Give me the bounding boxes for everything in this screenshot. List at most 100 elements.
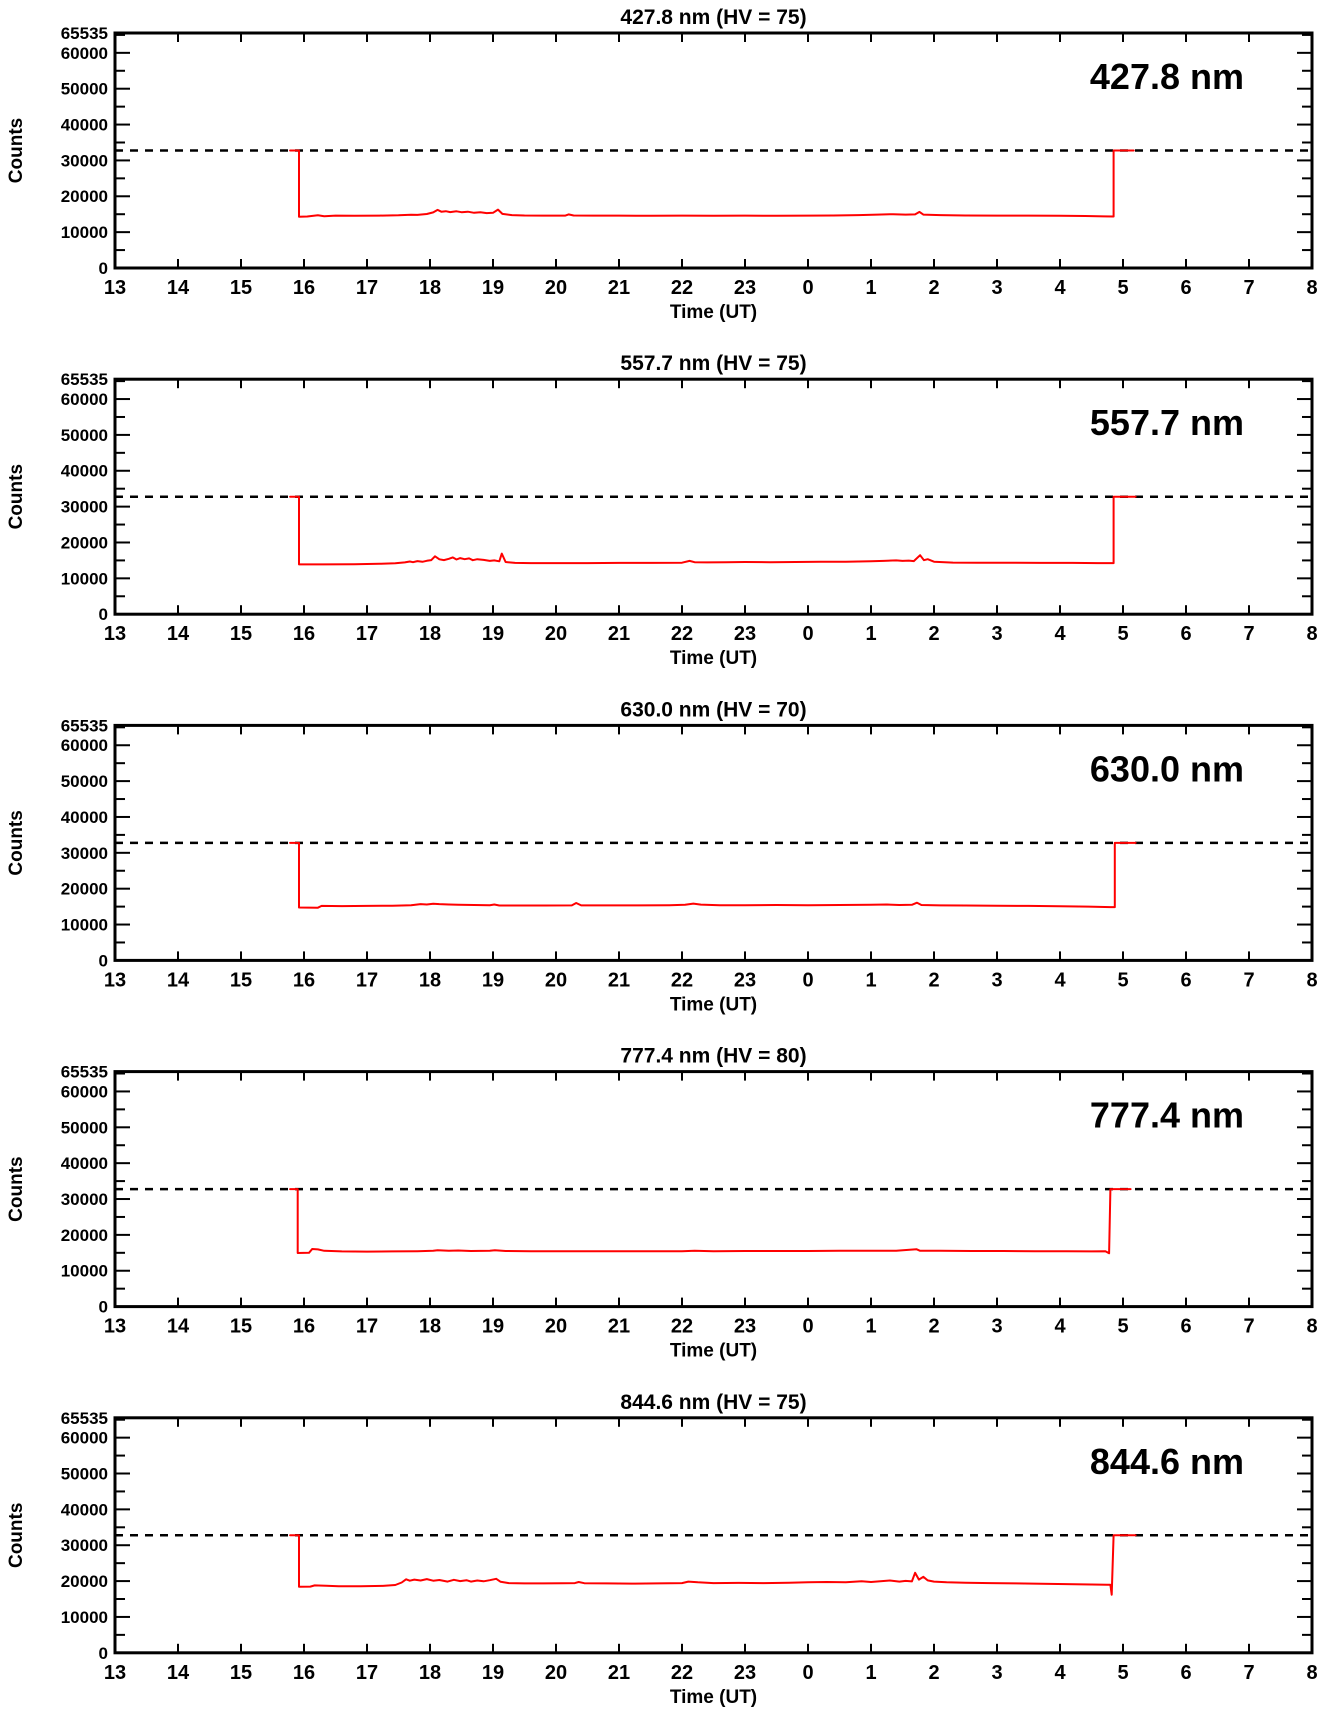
wavelength-label: 427.8 nm [1090,56,1244,97]
y-tick-label: 40000 [61,808,108,827]
x-tick-label: 14 [167,623,190,645]
x-tick-label: 17 [356,1662,378,1684]
chart-panel-557.7-nm: 557.7 nm (HV = 75) 557.7 nm Counts Time (UT… [6,352,1318,669]
x-tick-label: 5 [1117,623,1128,645]
x-tick-label: 7 [1243,277,1254,299]
x-tick-label: 14 [167,969,190,991]
x-tick-label: 21 [608,623,630,645]
x-tick-label: 20 [545,1316,567,1338]
y-tick-label: 10000 [61,1262,108,1281]
data-line-counts [289,841,1137,909]
wavelength-label: 777.4 nm [1090,1095,1244,1136]
x-tick-label: 2 [928,623,939,645]
x-axis-label: Time (UT) [670,1341,757,1362]
chart-panel-844.6-nm: 844.6 nm (HV = 75) 844.6 nm Counts Time (UT… [6,1391,1318,1708]
x-tick-label: 17 [356,623,378,645]
x-tick-label: 21 [608,1316,630,1338]
x-tick-label: 15 [230,1316,252,1338]
x-tick-label: 8 [1306,277,1317,299]
x-tick-label: 3 [991,969,1002,991]
x-tick-label: 7 [1243,623,1254,645]
x-tick-label: 18 [419,1316,441,1338]
x-axis-label: Time (UT) [670,994,757,1015]
x-tick-label: 23 [734,1316,756,1338]
x-tick-label: 8 [1306,1316,1317,1338]
x-tick-label: 0 [802,277,813,299]
y-tick-label: 20000 [61,533,108,552]
y-axis-label: Counts [6,1503,27,1568]
x-tick-label: 23 [734,277,756,299]
data-line-counts [289,149,1135,218]
y-tick-label: 20000 [61,187,108,206]
x-tick-label: 5 [1117,1662,1128,1684]
y-tick-label: 0 [99,605,108,624]
data-line-counts [289,495,1137,566]
x-axis-label: Time (UT) [670,1687,757,1708]
x-tick-label: 4 [1054,969,1066,991]
y-axis-label: Counts [6,810,27,875]
y-tick-label: 30000 [61,844,108,863]
x-tick-label: 8 [1306,969,1317,991]
x-tick-label: 22 [671,1662,693,1684]
x-tick-label: 0 [802,1662,813,1684]
x-tick-label: 13 [104,1316,126,1338]
y-tick-label: 60000 [61,1429,108,1448]
x-tick-label: 16 [293,623,315,645]
x-tick-label: 7 [1243,969,1254,991]
y-tick-label: 50000 [61,772,108,791]
x-tick-label: 6 [1180,277,1191,299]
x-tick-label: 3 [991,623,1002,645]
x-tick-label: 3 [991,1662,1002,1684]
y-axis-label: Counts [6,464,27,529]
x-tick-label: 3 [991,1316,1002,1338]
y-tick-label: 10000 [61,569,108,588]
x-tick-label: 16 [293,277,315,299]
y-tick-label: 65535 [61,370,108,389]
x-axis-label: Time (UT) [670,302,757,323]
y-tick-label: 30000 [61,1190,108,1209]
x-tick-label: 2 [928,1662,939,1684]
y-tick-label: 65535 [61,1409,108,1428]
x-tick-label: 1 [865,1316,876,1338]
x-tick-label: 21 [608,969,630,991]
y-tick-label: 60000 [61,390,108,409]
x-tick-label: 21 [608,1662,630,1684]
x-tick-label: 4 [1054,623,1066,645]
x-tick-label: 17 [356,277,378,299]
x-tick-label: 14 [167,1316,190,1338]
x-tick-label: 0 [802,969,813,991]
y-tick-label: 10000 [61,223,108,242]
y-tick-label: 30000 [61,498,108,517]
chart-title: 777.4 nm (HV = 80) [620,1045,806,1068]
x-tick-label: 20 [545,277,567,299]
y-tick-label: 20000 [61,880,108,899]
x-tick-label: 4 [1054,1316,1066,1338]
x-tick-label: 22 [671,623,693,645]
chart-title: 557.7 nm (HV = 75) [620,352,806,375]
x-tick-label: 2 [928,277,939,299]
x-tick-label: 2 [928,1316,939,1338]
y-tick-label: 65535 [61,716,108,735]
x-tick-label: 15 [230,1662,252,1684]
chart-title: 630.0 nm (HV = 70) [620,698,806,721]
x-tick-label: 18 [419,1662,441,1684]
chart-panel-427.8-nm: 427.8 nm (HV = 75) 427.8 nm Counts Time (UT… [6,6,1318,323]
y-tick-label: 10000 [61,1608,108,1627]
wavelength-label: 557.7 nm [1090,402,1244,443]
x-tick-label: 13 [104,1662,126,1684]
x-tick-label: 5 [1117,1316,1128,1338]
x-tick-label: 8 [1306,623,1317,645]
x-tick-label: 1 [865,1662,876,1684]
data-line-counts [289,1188,1132,1255]
x-tick-label: 18 [419,277,441,299]
x-tick-label: 0 [802,623,813,645]
x-tick-label: 13 [104,969,126,991]
x-tick-label: 16 [293,969,315,991]
x-tick-label: 20 [545,969,567,991]
data-line-counts [289,1534,1137,1596]
x-tick-label: 22 [671,1316,693,1338]
y-tick-label: 40000 [61,1154,108,1173]
x-tick-label: 23 [734,1662,756,1684]
